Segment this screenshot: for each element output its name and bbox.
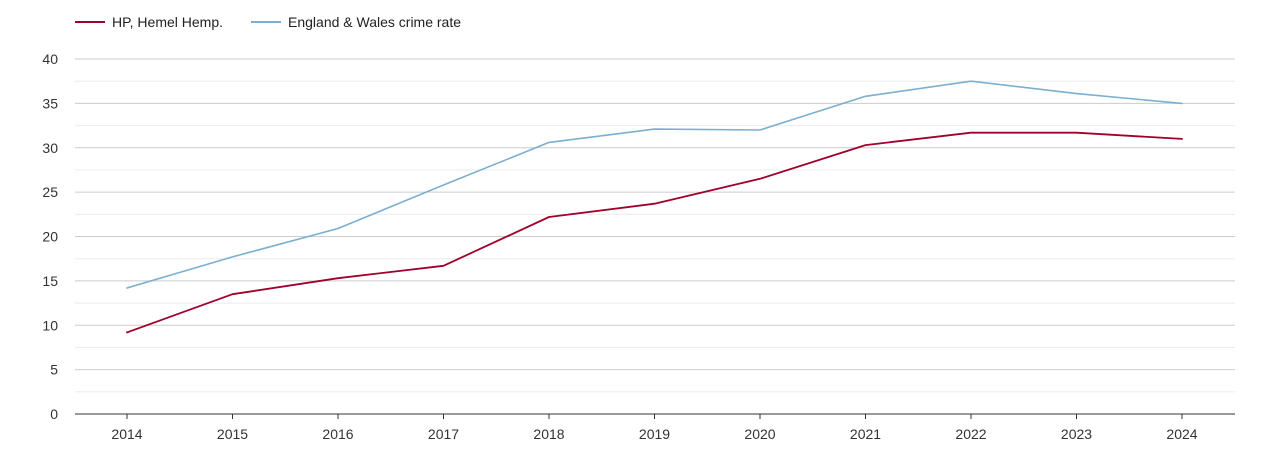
y-tick-label: 20 [42, 229, 58, 245]
y-tick-label: 30 [42, 140, 58, 156]
x-tick-label: 2020 [744, 426, 775, 442]
x-tick-label: 2018 [533, 426, 564, 442]
x-tick-label: 2024 [1166, 426, 1197, 442]
x-tick-label: 2023 [1061, 426, 1092, 442]
y-tick-label: 5 [50, 362, 58, 378]
x-tick-label: 2016 [322, 426, 353, 442]
series-line-hp [126, 131, 1183, 334]
x-tick-label: 2015 [217, 426, 248, 442]
x-tick-label: 2021 [850, 426, 881, 442]
y-tick-label: 10 [42, 317, 58, 333]
legend-label-england-wales: England & Wales crime rate [288, 14, 462, 30]
y-tick-label: 35 [42, 95, 58, 111]
y-tick-label: 0 [50, 406, 58, 422]
y-tick-label: 25 [42, 184, 58, 200]
x-tick-label: 2019 [639, 426, 670, 442]
y-tick-label: 15 [42, 273, 58, 289]
x-tick-label: 2014 [111, 426, 142, 442]
legend: HP, Hemel Hemp. England & Wales crime ra… [75, 14, 489, 30]
legend-item-hp[interactable]: HP, Hemel Hemp. [75, 14, 223, 30]
legend-swatch-england-wales [251, 21, 282, 23]
x-tick-label: 2022 [955, 426, 986, 442]
legend-item-england-wales[interactable]: England & Wales crime rate [251, 14, 461, 30]
x-tick-label: 2017 [428, 426, 459, 442]
series-line-england-wales [126, 80, 1183, 289]
legend-label-hp: HP, Hemel Hemp. [112, 14, 224, 30]
legend-swatch-hp [75, 21, 105, 23]
y-tick-label: 40 [42, 51, 58, 67]
